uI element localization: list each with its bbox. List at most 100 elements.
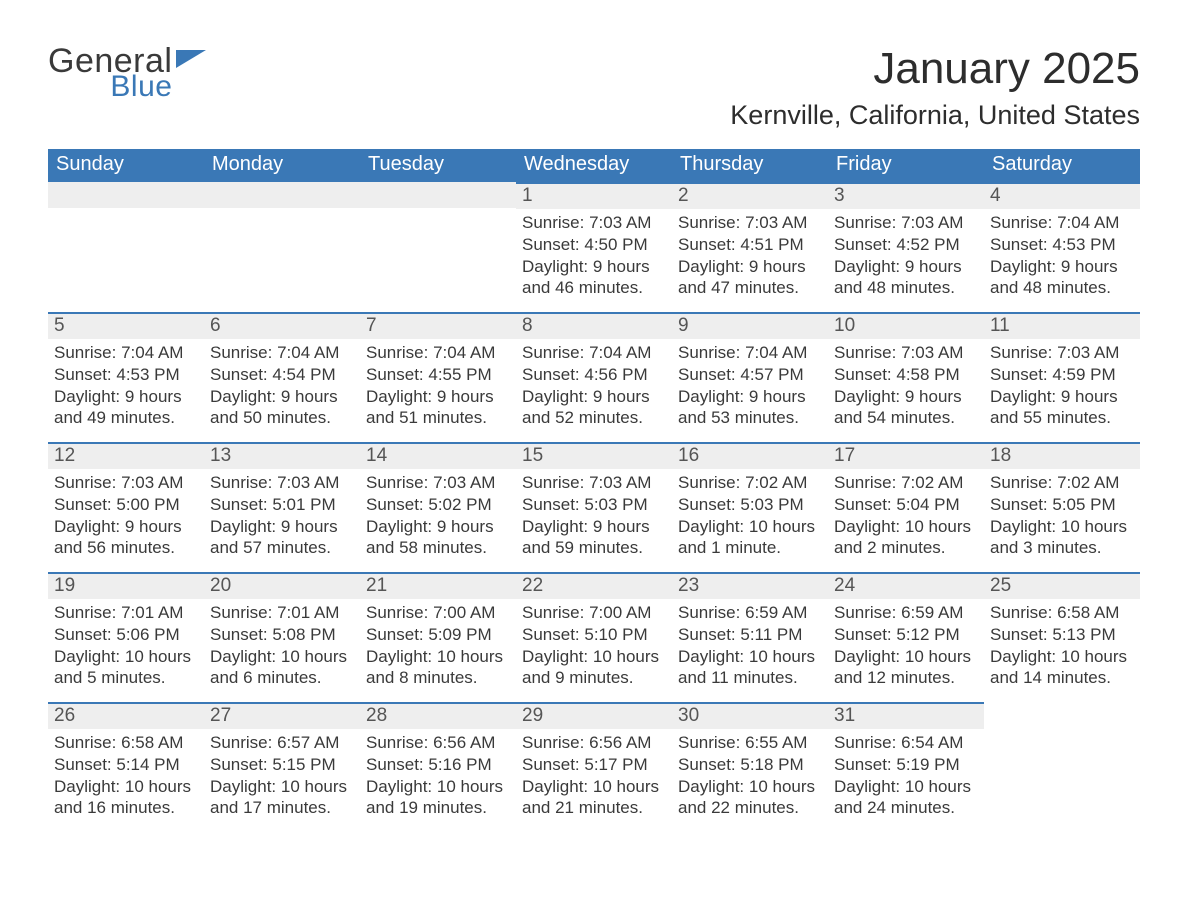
sunrise-line: Sunrise: 7:03 AM (522, 212, 666, 234)
calendar-cell: 10Sunrise: 7:03 AMSunset: 4:58 PMDayligh… (828, 312, 984, 442)
day-details: Sunrise: 7:02 AMSunset: 5:05 PMDaylight:… (984, 469, 1140, 563)
daylight-line: Daylight: 10 hours and 11 minutes. (678, 646, 822, 690)
day-number: 17 (828, 442, 984, 469)
calendar-cell: 26Sunrise: 6:58 AMSunset: 5:14 PMDayligh… (48, 702, 204, 832)
sunrise-line: Sunrise: 7:03 AM (54, 472, 198, 494)
brand-triangle-icon (176, 50, 206, 68)
sunrise-line: Sunrise: 6:55 AM (678, 732, 822, 754)
day-details: Sunrise: 7:03 AMSunset: 4:50 PMDaylight:… (516, 209, 672, 303)
calendar-cell: 18Sunrise: 7:02 AMSunset: 5:05 PMDayligh… (984, 442, 1140, 572)
calendar-cell: 2Sunrise: 7:03 AMSunset: 4:51 PMDaylight… (672, 182, 828, 312)
daylight-line: Daylight: 10 hours and 22 minutes. (678, 776, 822, 820)
empty-day-bar (360, 182, 516, 208)
day-number: 4 (984, 182, 1140, 209)
calendar-cell: 6Sunrise: 7:04 AMSunset: 4:54 PMDaylight… (204, 312, 360, 442)
sunrise-line: Sunrise: 7:03 AM (522, 472, 666, 494)
daylight-line: Daylight: 10 hours and 24 minutes. (834, 776, 978, 820)
calendar-cell: 31Sunrise: 6:54 AMSunset: 5:19 PMDayligh… (828, 702, 984, 832)
sunset-line: Sunset: 5:09 PM (366, 624, 510, 646)
calendar-week-row: 5Sunrise: 7:04 AMSunset: 4:53 PMDaylight… (48, 312, 1140, 442)
calendar-cell: 14Sunrise: 7:03 AMSunset: 5:02 PMDayligh… (360, 442, 516, 572)
sunset-line: Sunset: 5:13 PM (990, 624, 1134, 646)
sunrise-line: Sunrise: 7:03 AM (210, 472, 354, 494)
sunset-line: Sunset: 4:55 PM (366, 364, 510, 386)
calendar-cell: 3Sunrise: 7:03 AMSunset: 4:52 PMDaylight… (828, 182, 984, 312)
calendar-cell: 1Sunrise: 7:03 AMSunset: 4:50 PMDaylight… (516, 182, 672, 312)
sunset-line: Sunset: 5:16 PM (366, 754, 510, 776)
day-number: 30 (672, 702, 828, 729)
calendar-cell: 24Sunrise: 6:59 AMSunset: 5:12 PMDayligh… (828, 572, 984, 702)
day-number: 5 (48, 312, 204, 339)
day-number: 2 (672, 182, 828, 209)
sunset-line: Sunset: 5:06 PM (54, 624, 198, 646)
day-number: 15 (516, 442, 672, 469)
calendar-cell: 12Sunrise: 7:03 AMSunset: 5:00 PMDayligh… (48, 442, 204, 572)
sunset-line: Sunset: 4:56 PM (522, 364, 666, 386)
day-details: Sunrise: 7:03 AMSunset: 4:58 PMDaylight:… (828, 339, 984, 433)
sunrise-line: Sunrise: 6:58 AM (990, 602, 1134, 624)
sunset-line: Sunset: 5:12 PM (834, 624, 978, 646)
day-details: Sunrise: 7:04 AMSunset: 4:57 PMDaylight:… (672, 339, 828, 433)
sunset-line: Sunset: 5:01 PM (210, 494, 354, 516)
day-details: Sunrise: 7:02 AMSunset: 5:03 PMDaylight:… (672, 469, 828, 563)
sunset-line: Sunset: 5:03 PM (678, 494, 822, 516)
day-number: 1 (516, 182, 672, 209)
calendar-cell: 25Sunrise: 6:58 AMSunset: 5:13 PMDayligh… (984, 572, 1140, 702)
sunrise-line: Sunrise: 6:58 AM (54, 732, 198, 754)
sunrise-line: Sunrise: 7:03 AM (678, 212, 822, 234)
daylight-line: Daylight: 9 hours and 54 minutes. (834, 386, 978, 430)
calendar-cell (48, 182, 204, 312)
daylight-line: Daylight: 9 hours and 50 minutes. (210, 386, 354, 430)
daylight-line: Daylight: 9 hours and 57 minutes. (210, 516, 354, 560)
calendar-cell: 22Sunrise: 7:00 AMSunset: 5:10 PMDayligh… (516, 572, 672, 702)
daylight-line: Daylight: 9 hours and 58 minutes. (366, 516, 510, 560)
sunset-line: Sunset: 4:58 PM (834, 364, 978, 386)
daylight-line: Daylight: 10 hours and 2 minutes. (834, 516, 978, 560)
daylight-line: Daylight: 9 hours and 51 minutes. (366, 386, 510, 430)
sunrise-line: Sunrise: 7:02 AM (678, 472, 822, 494)
day-number: 21 (360, 572, 516, 599)
daylight-line: Daylight: 10 hours and 3 minutes. (990, 516, 1134, 560)
day-details: Sunrise: 6:54 AMSunset: 5:19 PMDaylight:… (828, 729, 984, 823)
daylight-line: Daylight: 10 hours and 12 minutes. (834, 646, 978, 690)
header: General Blue January 2025 Kernville, Cal… (48, 44, 1140, 131)
sunset-line: Sunset: 4:51 PM (678, 234, 822, 256)
day-number: 16 (672, 442, 828, 469)
day-number: 7 (360, 312, 516, 339)
daylight-line: Daylight: 10 hours and 17 minutes. (210, 776, 354, 820)
sunset-line: Sunset: 5:05 PM (990, 494, 1134, 516)
day-details: Sunrise: 7:03 AMSunset: 4:51 PMDaylight:… (672, 209, 828, 303)
daylight-line: Daylight: 9 hours and 46 minutes. (522, 256, 666, 300)
calendar-cell: 27Sunrise: 6:57 AMSunset: 5:15 PMDayligh… (204, 702, 360, 832)
daylight-line: Daylight: 9 hours and 52 minutes. (522, 386, 666, 430)
calendar-cell: 7Sunrise: 7:04 AMSunset: 4:55 PMDaylight… (360, 312, 516, 442)
sunrise-line: Sunrise: 7:03 AM (834, 212, 978, 234)
day-number: 6 (204, 312, 360, 339)
sunrise-line: Sunrise: 7:00 AM (366, 602, 510, 624)
day-details: Sunrise: 6:57 AMSunset: 5:15 PMDaylight:… (204, 729, 360, 823)
sunset-line: Sunset: 4:59 PM (990, 364, 1134, 386)
calendar-cell: 5Sunrise: 7:04 AMSunset: 4:53 PMDaylight… (48, 312, 204, 442)
day-number: 13 (204, 442, 360, 469)
location-subtitle: Kernville, California, United States (730, 100, 1140, 131)
daylight-line: Daylight: 10 hours and 14 minutes. (990, 646, 1134, 690)
day-number: 31 (828, 702, 984, 729)
sunrise-line: Sunrise: 7:04 AM (678, 342, 822, 364)
day-number: 28 (360, 702, 516, 729)
day-details: Sunrise: 7:01 AMSunset: 5:06 PMDaylight:… (48, 599, 204, 693)
day-details: Sunrise: 6:58 AMSunset: 5:14 PMDaylight:… (48, 729, 204, 823)
daylight-line: Daylight: 10 hours and 6 minutes. (210, 646, 354, 690)
calendar-cell: 19Sunrise: 7:01 AMSunset: 5:06 PMDayligh… (48, 572, 204, 702)
calendar-cell: 15Sunrise: 7:03 AMSunset: 5:03 PMDayligh… (516, 442, 672, 572)
daylight-line: Daylight: 9 hours and 56 minutes. (54, 516, 198, 560)
daylight-line: Daylight: 10 hours and 21 minutes. (522, 776, 666, 820)
sunset-line: Sunset: 4:57 PM (678, 364, 822, 386)
day-number: 8 (516, 312, 672, 339)
calendar-header-row: SundayMondayTuesdayWednesdayThursdayFrid… (48, 149, 1140, 182)
day-number: 18 (984, 442, 1140, 469)
day-details: Sunrise: 7:04 AMSunset: 4:54 PMDaylight:… (204, 339, 360, 433)
calendar-cell: 16Sunrise: 7:02 AMSunset: 5:03 PMDayligh… (672, 442, 828, 572)
brand-logo: General Blue (48, 44, 206, 102)
day-details: Sunrise: 6:55 AMSunset: 5:18 PMDaylight:… (672, 729, 828, 823)
daylight-line: Daylight: 10 hours and 5 minutes. (54, 646, 198, 690)
